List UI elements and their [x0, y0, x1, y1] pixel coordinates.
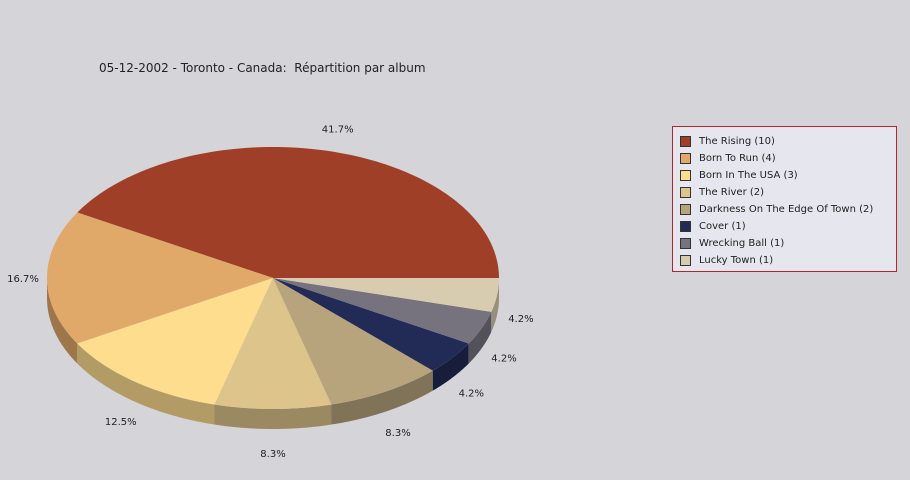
- legend-swatch: [680, 238, 691, 249]
- legend-item: Wrecking Ball (1): [680, 235, 896, 252]
- legend-swatch: [680, 170, 691, 181]
- slice-percent-label-2: 12.5%: [105, 417, 137, 428]
- legend-label: Lucky Town (1): [699, 255, 774, 266]
- legend-label: Cover (1): [699, 221, 746, 232]
- slice-percent-label-0: 41.7%: [322, 124, 354, 135]
- pie-slice-side-4: [331, 370, 433, 425]
- legend-label: The Rising (10): [699, 136, 775, 147]
- slice-percent-label-6: 4.2%: [491, 353, 516, 364]
- legend-item: Born To Run (4): [680, 150, 896, 167]
- pie-slice-6: [273, 278, 492, 344]
- legend-swatch: [680, 204, 691, 215]
- legend-label: Wrecking Ball (1): [699, 238, 785, 249]
- legend-item: Lucky Town (1): [680, 252, 896, 269]
- pie-slice-4: [273, 278, 433, 405]
- pie-slice-0: [77, 147, 499, 278]
- legend-item: Born In The USA (3): [680, 167, 896, 184]
- pie-slice-5: [273, 278, 469, 371]
- slice-percent-label-1: 16.7%: [7, 274, 39, 285]
- slice-percent-label-4: 8.3%: [385, 428, 410, 439]
- legend-swatch: [680, 136, 691, 147]
- legend-label: The River (2): [699, 187, 765, 198]
- slice-percent-label-5: 4.2%: [459, 388, 484, 399]
- legend-item: The River (2): [680, 184, 896, 201]
- pie-slice-side-2: [77, 343, 215, 425]
- legend-swatch: [680, 187, 691, 198]
- legend-item: Darkness On The Edge Of Town (2): [680, 201, 896, 218]
- pie-slice-side-1: [47, 278, 78, 364]
- pie-slice-side-5: [432, 343, 469, 391]
- pie-slice-side-6: [468, 311, 492, 364]
- legend-swatch: [680, 153, 691, 164]
- pie-slice-7: [273, 278, 499, 312]
- slice-percent-label-7: 4.2%: [508, 314, 533, 325]
- legend-label: Born To Run (4): [699, 153, 776, 164]
- pie-slice-1: [47, 212, 273, 344]
- pie-slice-side-7: [491, 278, 499, 332]
- slice-percent-label-3: 8.3%: [260, 449, 285, 460]
- legend: The Rising (10) Born To Run (4) Born In Th…: [672, 126, 897, 272]
- legend-swatch: [680, 255, 691, 266]
- legend-item: The Rising (10): [680, 133, 896, 150]
- legend-label: Darkness On The Edge Of Town (2): [699, 204, 874, 215]
- legend-label: Born In The USA (3): [699, 170, 798, 181]
- pie-slice-2: [77, 278, 273, 405]
- chart-title: 05-12-2002 - Toronto - Canada: Répartiti…: [99, 61, 426, 75]
- legend-swatch: [680, 221, 691, 232]
- pie-slice-side-3: [214, 404, 332, 429]
- legend-item: Cover (1): [680, 218, 896, 235]
- pie-slice-3: [214, 278, 332, 409]
